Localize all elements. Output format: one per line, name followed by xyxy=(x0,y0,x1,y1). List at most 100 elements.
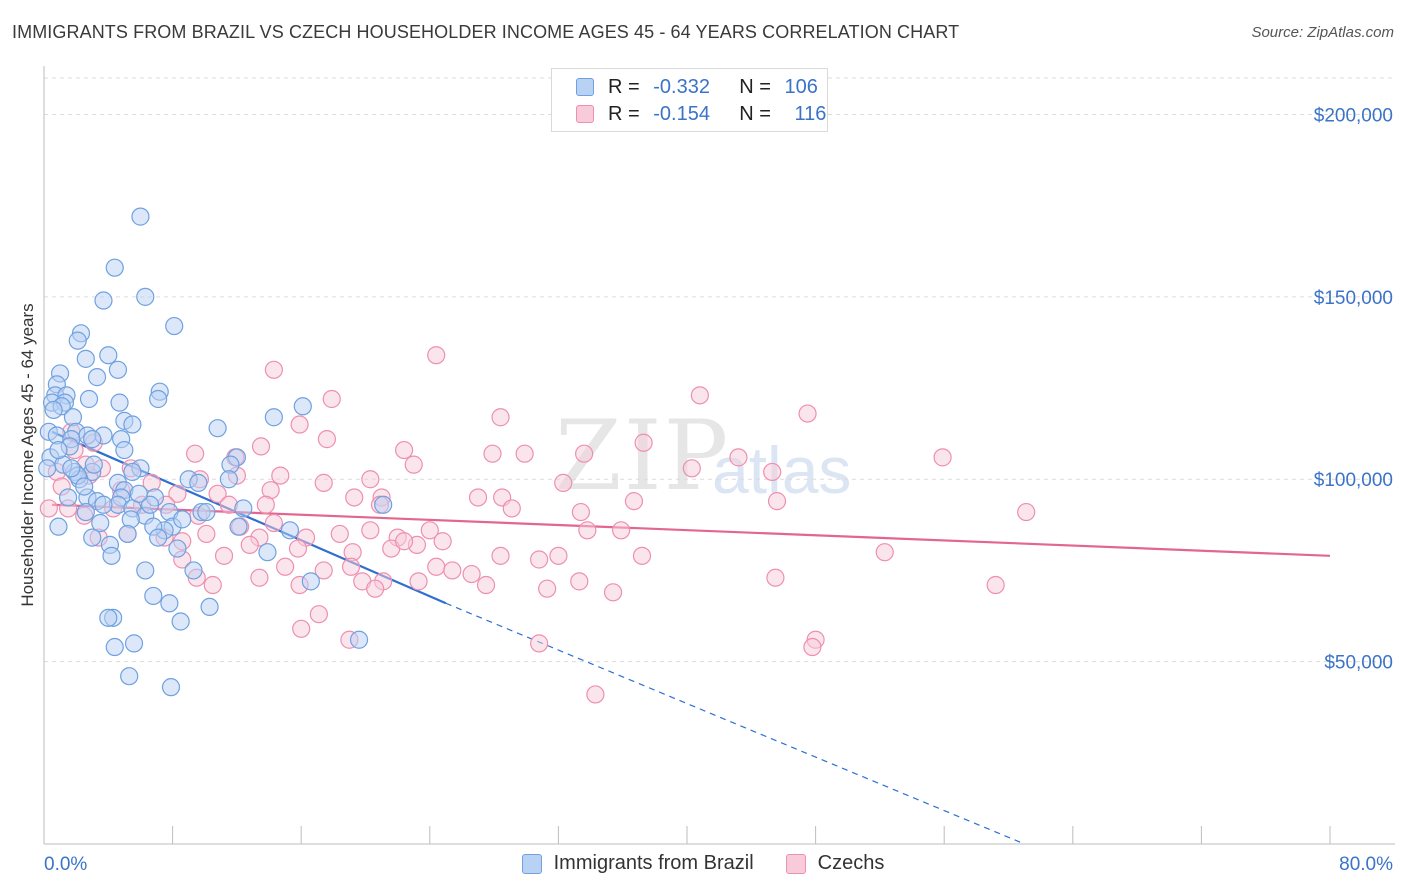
brazil-point xyxy=(76,349,95,368)
brazil-point xyxy=(108,360,128,379)
czech-point xyxy=(603,583,623,602)
brazil-point xyxy=(149,528,168,547)
legend-r-value-brazil: -0.332 xyxy=(653,75,710,98)
czech-point xyxy=(314,473,333,492)
brazil-point xyxy=(102,546,121,565)
brazil-point xyxy=(75,477,94,496)
czech-point xyxy=(803,637,822,657)
source-label: Source: ZipAtlas.com xyxy=(1251,24,1394,41)
czech-point xyxy=(345,488,364,507)
czech-point xyxy=(314,561,333,580)
gridlines xyxy=(44,77,1395,663)
czech-point xyxy=(575,444,594,463)
brazil-point xyxy=(197,502,216,522)
czech-point xyxy=(330,524,349,544)
czech-point xyxy=(427,557,446,576)
brazil-point xyxy=(94,291,113,310)
czech-point xyxy=(554,473,573,492)
czech-point xyxy=(624,492,644,511)
y-axis-label: Householder Income Ages 45 - 64 years xyxy=(18,303,37,606)
czech-point xyxy=(462,564,481,584)
series-legend-brazil: Immigrants from Brazil xyxy=(521,852,754,875)
brazil-point xyxy=(144,586,163,606)
czech-point xyxy=(1017,502,1036,522)
x-tick-label-min: 0.0% xyxy=(44,854,87,875)
czech-point xyxy=(515,444,534,463)
legend-r-label: R = xyxy=(608,75,646,98)
brazil-point xyxy=(173,510,192,529)
czech-point xyxy=(197,524,216,544)
brazil-point xyxy=(49,440,68,460)
czech-point xyxy=(798,404,817,423)
czech-point xyxy=(39,499,58,518)
czech-point xyxy=(394,532,414,551)
czech-point xyxy=(264,513,283,533)
czech-point xyxy=(538,579,557,598)
czech-point xyxy=(366,579,385,598)
brazil-point xyxy=(136,561,155,580)
czech-point xyxy=(986,575,1005,595)
legend-n-value-brazil: 106 xyxy=(784,75,818,98)
brazil-point xyxy=(171,612,190,631)
brazil-point xyxy=(374,495,393,514)
brazil-point xyxy=(160,594,179,613)
czech-point xyxy=(292,619,311,638)
brazil-point xyxy=(124,634,144,653)
czech-point xyxy=(322,389,341,409)
czech-point xyxy=(394,440,414,460)
legend-r-label: R = xyxy=(608,102,646,125)
czech-point xyxy=(933,448,952,467)
brazil-point xyxy=(120,667,139,686)
czech-point xyxy=(404,455,423,474)
brazil-point xyxy=(264,408,283,427)
legend-swatch-brazil xyxy=(576,78,594,96)
legend-r-value-czech: -0.154 xyxy=(653,102,710,125)
czech-point xyxy=(634,433,653,452)
legend-n-label: N = xyxy=(739,75,777,98)
czech-point xyxy=(427,346,446,365)
czech-point xyxy=(632,546,652,565)
series-swatch-brazil xyxy=(521,853,542,874)
y-tick-label: $200,000 xyxy=(1314,105,1393,126)
correlation-legend: R = -0.332 N = 106 R = -0.154 N = 116 xyxy=(551,68,828,132)
x-tick-label-max: 80.0% xyxy=(1339,854,1393,875)
czech-point xyxy=(530,550,549,569)
brazil-point xyxy=(293,397,312,416)
czech-point xyxy=(586,685,605,704)
czech-point xyxy=(409,572,428,591)
brazil-points xyxy=(38,207,393,697)
brazil-point xyxy=(76,502,95,522)
brazil-point xyxy=(44,400,63,420)
czech-point xyxy=(271,466,290,485)
brazil-point xyxy=(105,258,124,277)
brazil-point xyxy=(105,637,124,657)
czech-point xyxy=(468,488,488,507)
czech-point xyxy=(288,539,308,558)
czech-point xyxy=(433,532,452,551)
czech-point xyxy=(276,557,295,576)
czech-point xyxy=(611,521,631,540)
czech-point xyxy=(214,546,234,565)
czech-point xyxy=(361,521,380,540)
brazil-point xyxy=(49,517,68,536)
series-swatch-czech xyxy=(785,853,806,874)
brazil-point xyxy=(84,455,103,474)
czech-point xyxy=(690,386,709,405)
czech-point xyxy=(317,430,337,449)
czech-point xyxy=(530,634,549,653)
czech-point xyxy=(420,521,439,540)
brazil-point xyxy=(68,331,87,350)
brazil-point xyxy=(62,459,81,478)
czech-point xyxy=(483,444,502,463)
czech-point xyxy=(763,462,782,482)
trend-lines xyxy=(51,430,1331,845)
czech-point xyxy=(290,415,309,434)
brazil-point xyxy=(229,517,248,536)
y-tick-label: $50,000 xyxy=(1324,653,1393,674)
czech-point xyxy=(443,561,462,580)
brazil-point xyxy=(118,524,137,544)
brazil-point xyxy=(79,389,99,409)
brazil-point xyxy=(165,316,184,336)
czech-point xyxy=(571,502,591,522)
